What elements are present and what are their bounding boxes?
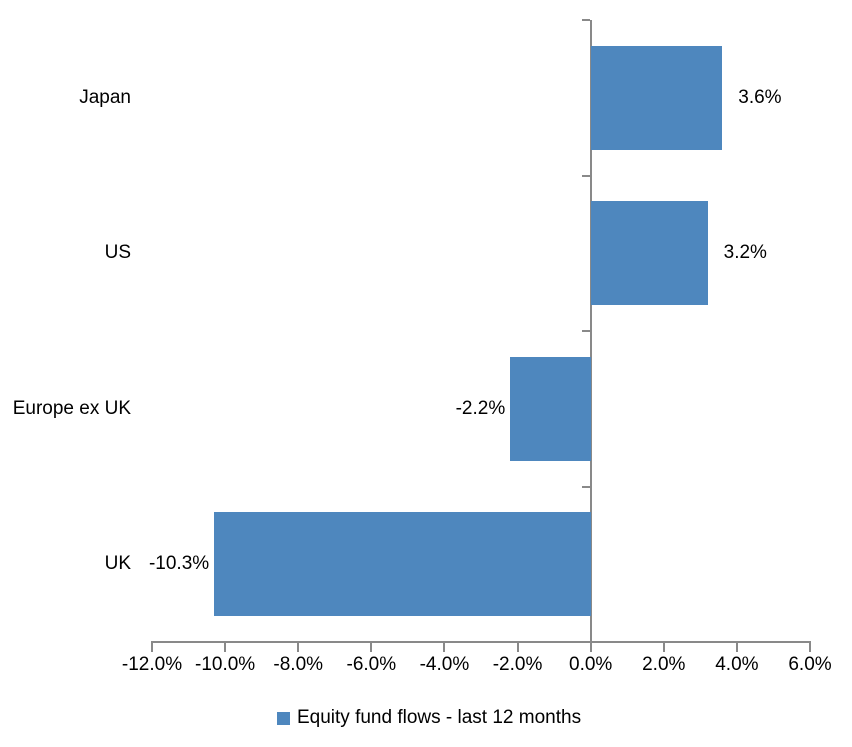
x-axis-tick [297,643,300,652]
x-axis-tick [443,643,446,652]
x-axis-tick [370,643,373,652]
x-axis-line [151,641,811,643]
x-axis-tick [809,643,811,652]
x-axis-tick [151,643,153,652]
x-tick-label: -10.0% [195,654,256,675]
category-label: UK [104,553,131,575]
x-tick-label: 0.0% [569,654,613,675]
category-label: Europe ex UK [12,397,131,419]
x-tick-label: -6.0% [346,654,397,675]
bar-europe-ex-uk [510,356,591,461]
bar-value-label: -2.2% [455,397,506,419]
x-tick-label: -2.0% [492,654,543,675]
bar-value-label: -10.3% [148,553,210,575]
x-tick-label: -8.0% [273,654,324,675]
x-tick-label: -12.0% [121,654,183,675]
bar-japan [590,45,723,150]
x-axis-tick [589,643,592,652]
x-axis-tick [662,643,665,652]
bar-value-label: 3.6% [738,86,782,108]
x-tick-label: -4.0% [419,654,470,675]
legend-swatch-icon [277,711,290,725]
category-tick [581,641,590,643]
x-tick-label: 4.0% [715,654,759,675]
x-axis-tick [516,643,519,652]
category-tick [581,174,590,177]
bar-value-label: 3.2% [723,242,767,264]
x-tick-label: 2.0% [642,654,686,675]
bar-us [590,201,708,306]
legend-label: Equity fund flows - last 12 months [297,707,582,728]
x-axis-tick [224,643,227,652]
category-tick [581,19,590,21]
bar-uk [214,512,591,617]
category-tick [581,330,590,332]
legend: Equity fund flows - last 12 months [277,705,581,731]
x-tick-label: 6.0% [788,654,832,675]
category-label: US [104,242,131,264]
value-zero-axis-line [589,20,592,642]
category-tick [581,485,590,488]
x-axis-tick [735,643,738,652]
category-label: Japan [79,86,131,108]
